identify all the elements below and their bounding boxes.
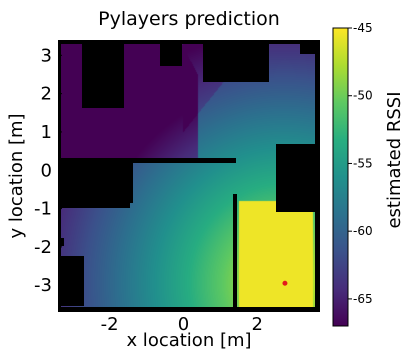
blocked-region (300, 40, 315, 54)
y-tick-label: 2 (41, 84, 52, 105)
y-axis-label: y location [m] (6, 113, 27, 238)
x-axis-label: x location [m] (126, 330, 251, 350)
colorbar (332, 27, 349, 327)
blocked-region (233, 194, 237, 308)
blocked-region (58, 163, 130, 208)
blocked-region (160, 40, 182, 66)
colorbar-ticks: -45 -50 -55 -60 -65 (348, 21, 373, 306)
blocked-region (82, 40, 124, 108)
y-tick-label: -1 (34, 199, 52, 220)
colorbar-tick-label: -65 (353, 292, 373, 306)
blocked-region (58, 238, 64, 246)
y-tick-label: 0 (41, 160, 52, 181)
blocked-region (203, 40, 269, 82)
y-tick-label: 1 (41, 122, 52, 143)
x-tick-label: 2 (252, 314, 263, 335)
blocked-region (276, 144, 315, 212)
blocked-region (58, 40, 320, 44)
blocked-region (58, 307, 320, 312)
source-point (282, 280, 288, 286)
x-tick-label: -2 (101, 314, 119, 335)
colorbar-tick-label: -45 (353, 21, 373, 35)
chart-title: Pylayers prediction (98, 8, 280, 30)
colorbar-tick-label: -60 (353, 224, 373, 238)
plot-area (58, 40, 320, 312)
blocked-region (58, 158, 236, 163)
blocked-region (315, 40, 320, 312)
y-tick-label: -2 (34, 237, 52, 258)
x-axis-ticks: -2 0 2 (101, 308, 263, 335)
colorbar-label: estimated RSSI (384, 91, 404, 228)
y-tick-label: 3 (41, 45, 52, 66)
y-tick-label: -3 (34, 275, 52, 296)
x-tick-label: 0 (178, 314, 189, 335)
walls (58, 40, 320, 312)
y-axis-ticks: -3 -2 -1 0 1 2 3 (34, 45, 62, 296)
colorbar-tick-label: -55 (353, 156, 373, 170)
blocked-region (58, 256, 84, 306)
colorbar-tick-label: -50 (353, 89, 373, 103)
